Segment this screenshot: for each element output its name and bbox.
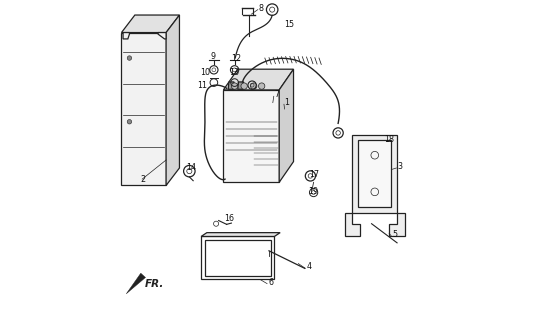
Text: 14: 14 — [186, 164, 196, 172]
Polygon shape — [126, 273, 146, 294]
Polygon shape — [358, 140, 391, 207]
Text: 13: 13 — [229, 68, 239, 77]
Polygon shape — [224, 90, 279, 182]
Text: 15: 15 — [284, 20, 294, 29]
Text: 8: 8 — [258, 4, 263, 13]
Text: 3: 3 — [397, 162, 402, 171]
Text: 6: 6 — [268, 278, 273, 287]
Text: 16: 16 — [224, 214, 235, 223]
Circle shape — [251, 83, 257, 89]
Text: 1: 1 — [285, 98, 290, 107]
Polygon shape — [389, 212, 405, 236]
Text: 11: 11 — [197, 81, 208, 90]
Polygon shape — [121, 15, 179, 33]
Text: 7: 7 — [274, 90, 279, 99]
Text: FR.: FR. — [145, 279, 164, 289]
Polygon shape — [228, 82, 235, 89]
Circle shape — [127, 56, 132, 60]
Text: 18: 18 — [384, 135, 394, 144]
Text: 4: 4 — [306, 262, 311, 271]
Text: 17: 17 — [310, 170, 320, 179]
Text: 2: 2 — [140, 175, 145, 184]
Polygon shape — [123, 33, 129, 39]
Polygon shape — [353, 134, 397, 212]
Text: 9: 9 — [211, 52, 216, 61]
Polygon shape — [201, 233, 280, 236]
Polygon shape — [166, 15, 179, 186]
Text: 10: 10 — [200, 68, 210, 77]
Circle shape — [258, 83, 265, 89]
Text: 5: 5 — [392, 230, 397, 239]
Polygon shape — [344, 212, 360, 236]
Polygon shape — [158, 33, 166, 39]
Polygon shape — [224, 69, 294, 90]
Circle shape — [241, 83, 247, 89]
Text: 12: 12 — [231, 53, 242, 62]
Polygon shape — [279, 69, 294, 182]
Polygon shape — [121, 33, 166, 186]
Circle shape — [231, 83, 238, 89]
Text: 19: 19 — [308, 188, 318, 196]
Circle shape — [127, 120, 132, 124]
Polygon shape — [238, 82, 244, 89]
